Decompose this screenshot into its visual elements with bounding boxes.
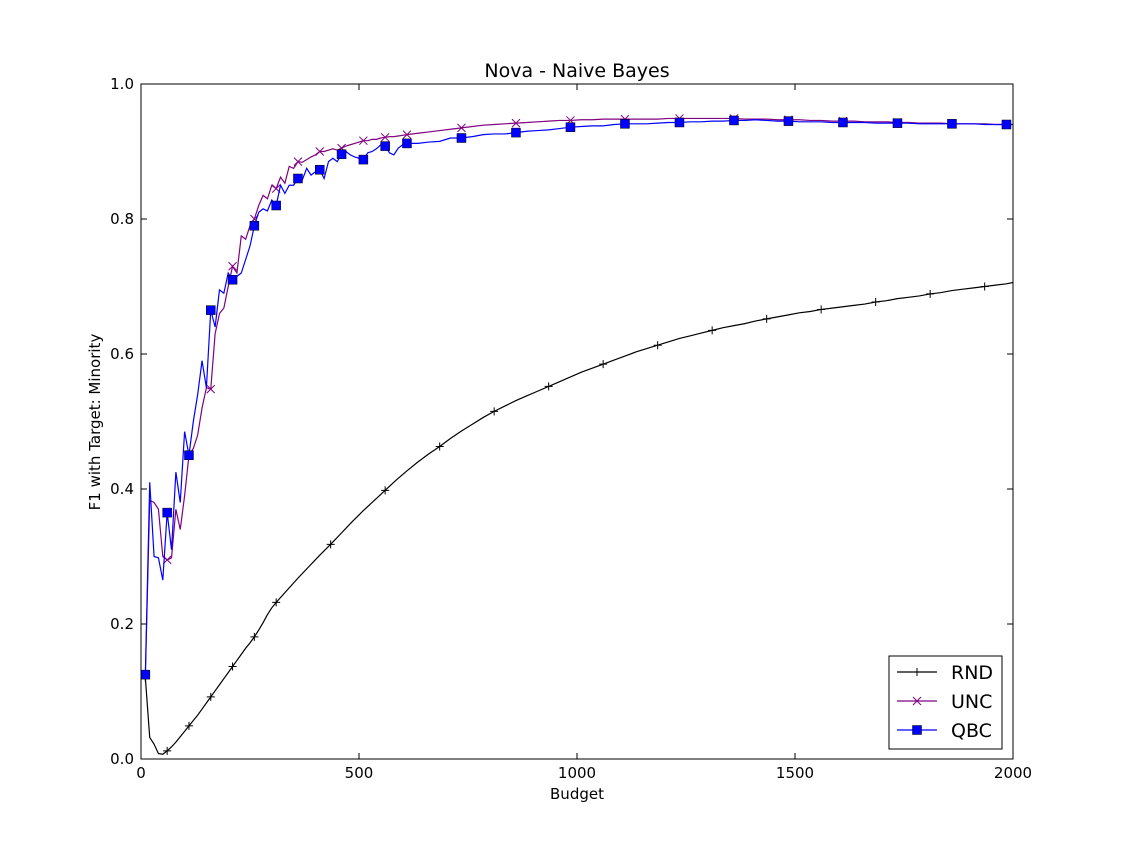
legend-entry-rnd: RND (897, 662, 993, 684)
x-tick-label: 0 (136, 764, 146, 782)
tick-layer: 0 500 1000 1500 2000 0.0 0.2 0.4 0.6 0.8 1.0 (110, 75, 1032, 782)
data-point-rnd (206, 692, 215, 701)
data-point-unc (228, 261, 237, 271)
legend-entry-qbc: QBC (897, 720, 992, 742)
data-point-qbc (511, 127, 521, 138)
data-point-unc (457, 123, 466, 133)
data-point-unc (315, 147, 325, 156)
legend: RND UNC QBC (888, 655, 1003, 750)
y-tick-label: 0.2 (110, 615, 134, 633)
data-point-qbc (565, 122, 576, 132)
chart-title: Nova - Naive Bayes (484, 60, 669, 82)
data-point-rnd (544, 382, 553, 391)
y-tick-label: 0.8 (110, 210, 134, 228)
legend-label: UNC (951, 691, 992, 713)
data-point-unc (293, 157, 303, 166)
data-point-qbc (358, 154, 369, 165)
data-point-qbc (249, 221, 260, 231)
data-point-qbc (293, 173, 303, 184)
data-point-rnd (980, 282, 989, 291)
plot-area: 0 500 1000 1500 2000 0.0 0.2 0.4 0.6 0.8 1.0 (110, 75, 1032, 782)
data-point-qbc (227, 275, 238, 285)
y-tick-label: 0.6 (110, 345, 134, 363)
legend-marker (912, 696, 922, 706)
data-point-rnd (435, 442, 444, 451)
data-point-qbc (674, 117, 685, 128)
data-point-unc (380, 132, 390, 142)
data-point-rnd (163, 746, 172, 755)
legend-entry-unc: UNC (897, 691, 992, 713)
x-tick-label: 1000 (558, 764, 596, 782)
data-point-rnd (272, 598, 281, 607)
data-point-qbc (162, 507, 172, 518)
data-point-rnd (708, 326, 717, 335)
data-point-unc (511, 118, 521, 128)
legend-marker (912, 725, 922, 735)
data-point-rnd (381, 486, 390, 495)
x-tick-label: 500 (345, 764, 374, 782)
data-point-unc (206, 384, 216, 394)
legend-label: QBC (951, 720, 992, 742)
data-point-qbc (838, 117, 848, 128)
y-tick-label: 0.0 (110, 750, 134, 768)
data-point-rnd (490, 407, 499, 416)
series-line-rnd (144, 281, 1013, 755)
x-axis-label: Budget (550, 785, 604, 803)
data-point-qbc (184, 450, 194, 460)
data-point-qbc (620, 119, 630, 129)
data-point-qbc (1001, 119, 1012, 130)
y-axis-label: F1 with Target: Minority (86, 334, 104, 511)
series-qbc (140, 115, 1013, 680)
data-point-qbc (271, 200, 281, 211)
data-point-qbc (206, 305, 216, 315)
legend-label: RND (951, 662, 993, 684)
data-point-rnd (653, 341, 662, 350)
data-point-rnd (250, 632, 259, 641)
data-point-rnd (184, 721, 193, 730)
data-point-qbc (140, 669, 151, 680)
data-point-unc (359, 136, 368, 146)
y-tick-label: 0.4 (110, 480, 134, 498)
legend-marker (913, 668, 921, 676)
data-point-qbc (402, 138, 412, 149)
data-point-qbc (456, 133, 467, 143)
data-point-rnd (871, 298, 880, 307)
data-point-qbc (336, 149, 347, 159)
series-layer (140, 114, 1013, 755)
data-point-rnd (926, 289, 935, 298)
data-point-qbc (380, 141, 390, 151)
data-point-qbc (892, 118, 903, 128)
data-point-rnd (599, 360, 608, 369)
data-point-rnd (762, 314, 771, 323)
data-point-rnd (228, 662, 237, 671)
y-tick-label: 1.0 (110, 75, 134, 93)
data-point-rnd (817, 305, 826, 314)
data-point-qbc (947, 119, 957, 129)
data-point-qbc (783, 116, 794, 126)
data-point-unc (402, 130, 412, 139)
x-tick-label: 2000 (994, 764, 1032, 782)
data-point-qbc (729, 115, 739, 126)
x-tick-label: 1500 (776, 764, 814, 782)
data-point-qbc (315, 164, 325, 175)
data-point-rnd (326, 540, 335, 549)
